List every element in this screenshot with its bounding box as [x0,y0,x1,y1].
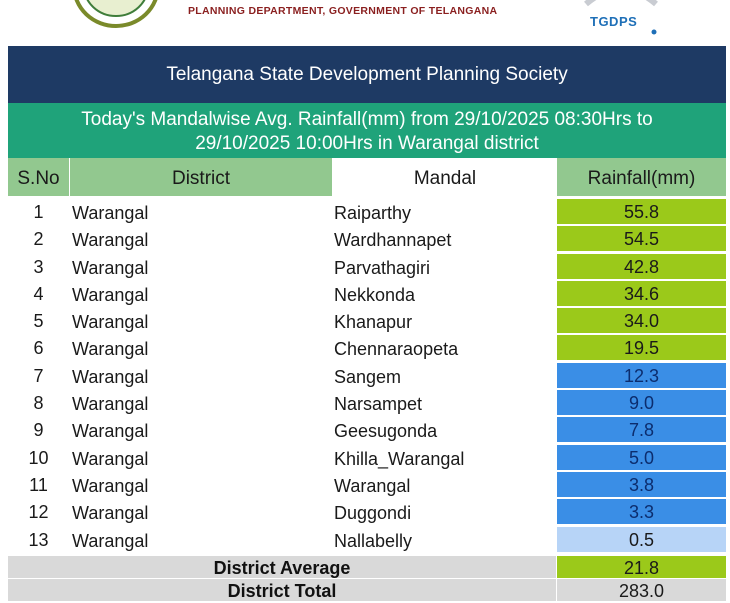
table-row: 11 Warangal Warangal 3.8 [0,471,730,498]
row-sno: 12 [28,502,49,523]
table-row: 2 Warangal Wardhannapet 54.5 [0,225,730,253]
row-rainfall: 5.0 [557,444,726,471]
district-total-value: 283.0 [557,579,726,601]
row-rainfall: 19.5 [557,335,726,362]
telangana-emblem-icon [74,0,158,28]
subtitle-line-2: 29/10/2025 10:00Hrs in Warangal district [195,133,539,154]
department-name: PLANNING DEPARTMENT, GOVERNMENT OF TELAN… [188,5,498,17]
table-row: 12 Warangal Duggondi 3.3 [0,498,730,526]
row-sno: 13 [28,529,49,550]
row-sno: 5 [33,311,44,332]
row-district: Warangal [72,448,149,469]
column-header-rainfall: Rainfall(mm) [557,158,726,196]
row-rainfall: 34.0 [557,308,726,335]
row-mandal: Khanapur [334,312,413,333]
row-rainfall: 3.3 [557,499,726,526]
row-rainfall: 7.8 [557,417,726,444]
table-row: 1 Warangal Raiparthy 55.8 [0,198,730,225]
row-mandal: Narsampet [334,394,423,415]
row-rainfall: 9.0 [557,390,726,417]
row-rainfall: 55.8 [557,199,726,225]
row-sno: 11 [29,474,48,495]
row-rainfall: 42.8 [557,253,726,280]
table-row: 13 Warangal Nallabelly 0.5 [0,526,730,553]
row-rainfall: 3.8 [557,471,726,498]
row-district: Warangal [72,421,149,442]
district-average-value: 21.8 [557,556,726,578]
row-sno: 7 [33,365,44,386]
row-sno: 6 [33,338,44,359]
row-district: Warangal [72,475,149,496]
row-district: Warangal [72,312,149,333]
top-banner: PLANNING DEPARTMENT, GOVERNMENT OF TELAN… [0,0,730,46]
tgdps-logo-icon [584,0,658,35]
row-mandal: Duggondi [334,503,412,524]
district-total-label: District Total [8,579,556,601]
row-district: Warangal [72,230,149,251]
report-subtitle: Today's Mandalwise Avg. Rainfall(mm) fro… [8,103,726,158]
row-sno: 10 [28,447,49,468]
district-average-label: District Average [8,556,556,578]
row-district: Warangal [72,503,149,524]
row-mandal: Chennaraopeta [334,339,459,360]
row-mandal: Parvathagiri [334,257,431,278]
row-rainfall: 34.6 [557,280,726,307]
row-district: Warangal [72,284,149,305]
table-row: 10 Warangal Khilla_Warangal 5.0 [0,444,730,471]
tgdps-logo-text: TGDPS [590,14,638,29]
table-row: 7 Warangal Sangem 12.3 [0,362,730,389]
row-rainfall: 0.5 [557,526,726,553]
column-header-sno: S.No [8,158,69,196]
row-mandal: Nekkonda [334,284,416,305]
row-sno: 1 [33,202,44,222]
table-row: 8 Warangal Narsampet 9.0 [0,389,730,417]
row-sno: 2 [33,229,44,250]
row-district: Warangal [72,366,149,387]
row-rainfall: 12.3 [557,362,726,389]
row-sno: 9 [33,420,44,441]
column-header-mandal: Mandal [333,158,557,196]
row-sno: 4 [33,283,44,304]
page-title: Telangana State Development Planning Soc… [8,46,726,103]
row-mandal: Sangem [334,366,402,387]
row-district: Warangal [72,339,149,360]
row-mandal: Raiparthy [334,203,412,223]
table-row: 6 Warangal Chennaraopeta 19.5 [0,334,730,362]
row-mandal: Khilla_Warangal [334,448,465,469]
table-row: 3 Warangal Parvathagiri 42.8 [0,253,730,280]
row-mandal: Nallabelly [334,530,413,551]
row-district: Warangal [72,530,149,551]
column-header-district: District [70,158,332,196]
row-mandal: Wardhannapet [334,230,452,251]
row-sno: 8 [33,393,44,414]
table-row: 9 Warangal Geesugonda 7.8 [0,416,730,444]
table-row: 5 Warangal Khanapur 34.0 [0,307,730,335]
row-mandal: Geesugonda [334,421,438,442]
row-district: Warangal [72,203,149,223]
row-mandal: Warangal [334,475,411,496]
subtitle-line-1: Today's Mandalwise Avg. Rainfall(mm) fro… [81,109,653,130]
table-row: 4 Warangal Nekkonda 34.6 [0,280,730,307]
row-district: Warangal [72,394,149,415]
row-sno: 3 [33,256,44,277]
row-rainfall: 54.5 [557,226,726,253]
rainfall-table-body: 1 Warangal Raiparthy 55.8 2 Warangal War… [0,198,730,553]
row-district: Warangal [72,257,149,278]
